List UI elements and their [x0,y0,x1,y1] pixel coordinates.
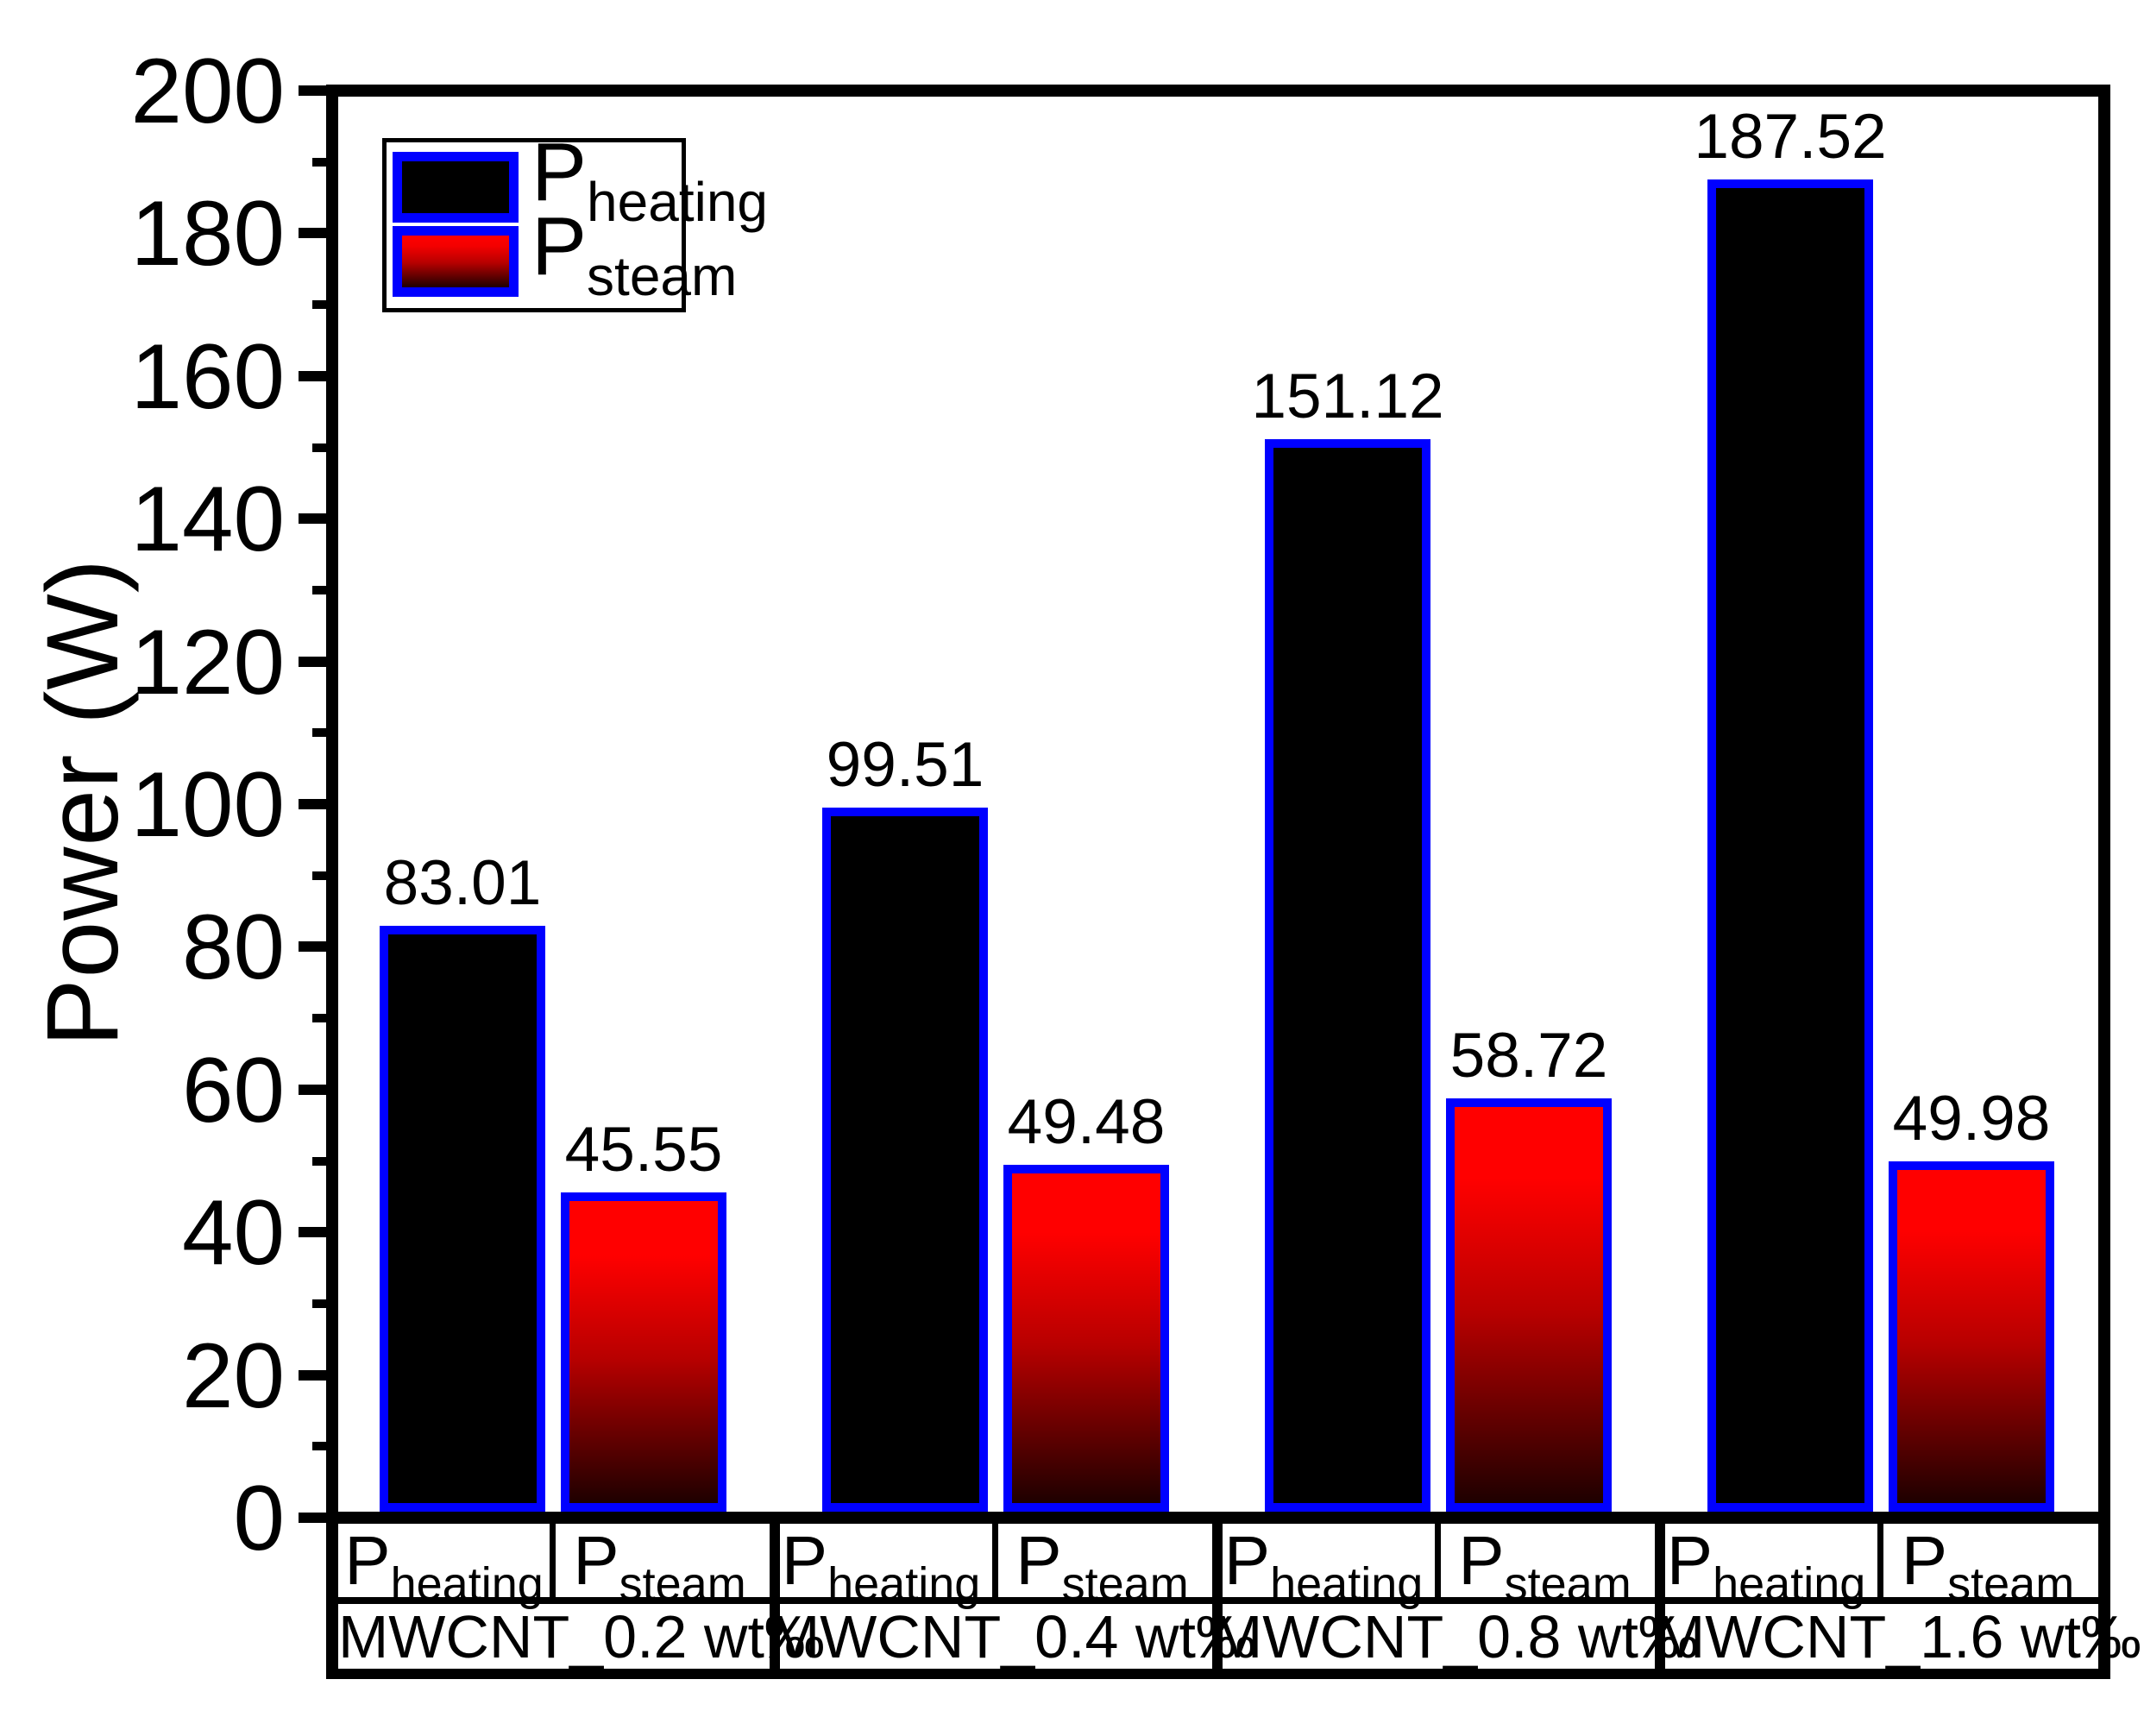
y-axis-tick-label: 120 [130,610,285,714]
axis-table-cell-divider [992,1524,998,1597]
series-label-base: P [1901,1522,1948,1599]
bar-value-label: 58.72 [1449,1021,1608,1091]
y-axis-major-tick [299,1513,326,1523]
y-axis-minor-tick [312,1157,326,1166]
y-axis-minor-tick [312,1299,326,1308]
axis-table-left-border [326,1512,338,1679]
y-axis-major-tick [299,513,326,524]
series-label-sub: heating [390,1558,544,1610]
y-axis-major-tick [299,799,326,809]
y-axis-major-tick [299,371,326,381]
axis-table-group-divider [1212,1524,1223,1669]
bar-value-label: 45.55 [564,1115,723,1185]
y-axis-major-tick [299,1085,326,1095]
y-axis-minor-tick [312,1014,326,1022]
legend-label-heating: Pheating [531,126,768,234]
bar-steam-group3 [1446,1098,1612,1512]
axis-table-group-cell: MWCNT_1.6 wt‰ [1655,1603,2141,1670]
legend-label-steam: Psteam [531,200,738,308]
y-axis-tick-label: 160 [130,324,285,428]
y-axis-minor-tick [312,728,326,737]
series-label-sub: heating [1270,1558,1424,1610]
bar-value-label: 99.51 [826,730,984,800]
series-label-base: P [344,1522,391,1599]
y-axis-major-tick [299,1227,326,1237]
axis-table-right-border [2098,1512,2110,1679]
series-label-sub: steam [1061,1558,1189,1610]
y-axis-minor-tick [312,300,326,309]
series-label-sub: steam [1504,1558,1632,1610]
y-axis-major-tick [299,657,326,667]
series-label-base: P [573,1522,619,1599]
axis-table-cell-divider [550,1524,556,1597]
bar-heating-group4 [1707,179,1873,1512]
y-axis-tick-label: 0 [233,1466,285,1569]
legend-swatch-steam-icon [393,226,519,297]
y-axis-minor-tick [312,1442,326,1450]
legend-item-heating: Pheating [393,131,768,233]
bar-value-label: 151.12 [1251,362,1444,431]
axis-table-series-cell: Pheating [770,1526,992,1611]
y-axis-tick-label: 60 [181,1038,285,1142]
y-axis-minor-tick [312,871,326,880]
plot-frame [326,85,2110,1524]
bar-heating-group3 [1265,439,1430,1512]
y-axis-tick-label: 140 [130,467,285,570]
series-label-sub: heating [827,1558,981,1610]
bar-value-label: 83.01 [383,848,542,918]
axis-table-series-cell: Psteam [1435,1526,1655,1611]
series-label-sub: steam [619,1558,746,1610]
bar-heating-group1 [380,926,545,1512]
axis-table-series-cell: Psteam [992,1526,1212,1611]
axis-table-group-cell: MWCNT_0.2 wt‰ [338,1603,825,1670]
series-label-base: P [1666,1522,1713,1599]
bar-value-label: 49.48 [1007,1087,1166,1157]
y-axis-major-tick [299,1370,326,1381]
bar-heating-group2 [822,808,988,1512]
y-axis-minor-tick [312,586,326,594]
axis-table-series-cell: Psteam [1877,1526,2098,1611]
legend-swatch-heating-icon [393,152,519,223]
y-axis-minor-tick [312,158,326,167]
legend-item-steam: Psteam [393,205,737,307]
axis-table-series-cell: Psteam [550,1526,770,1611]
axis-table-cell-divider [1877,1524,1883,1597]
axis-table-cell-divider [1435,1524,1441,1597]
series-label-base: P [1223,1522,1271,1599]
y-axis-tick-label: 40 [181,1180,285,1284]
series-label-base: P [781,1522,828,1599]
legend: Pheating Psteam [382,131,768,312]
axis-table-series-cell: Pheating [1212,1526,1435,1611]
bar-steam-group1 [561,1192,726,1512]
y-axis-tick-label: 20 [181,1324,285,1427]
y-axis-major-tick [299,85,326,96]
series-label-sub: steam [1947,1558,2075,1610]
bar-value-label: 187.52 [1694,102,1887,172]
series-label-base: P [1015,1522,1062,1599]
axis-table-bottom-border [326,1669,2110,1679]
y-axis-tick-label: 80 [181,895,285,998]
series-label-base: P [1458,1522,1505,1599]
y-axis-major-tick [299,228,326,238]
y-axis-tick-label: 180 [130,181,285,285]
y-axis-minor-tick [312,443,326,452]
axis-table-group-cell: MWCNT_0.8 wt‰ [1212,1603,1699,1670]
y-axis-tick-label: 200 [130,39,285,142]
series-label-sub: heating [1713,1558,1866,1610]
axis-table-group-cell: MWCNT_0.4 wt‰ [770,1603,1256,1670]
axis-table-series-cell: Pheating [338,1526,550,1611]
y-axis-tick-label: 100 [130,752,285,856]
bar-steam-group2 [1003,1165,1169,1512]
axis-table-group-divider [770,1524,780,1669]
bar-value-label: 49.98 [1892,1084,2051,1154]
axis-table-series-cell: Pheating [1655,1526,1877,1611]
y-axis-major-tick [299,941,326,952]
axis-table-group-divider [1655,1524,1665,1669]
bar-steam-group4 [1889,1161,2054,1512]
